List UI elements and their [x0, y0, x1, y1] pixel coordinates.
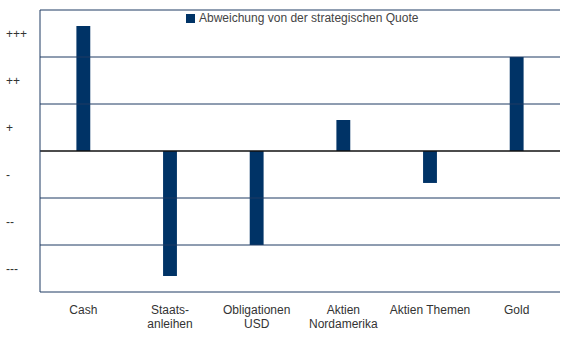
- svg-text:--: --: [8, 215, 14, 229]
- svg-text:---: ---: [8, 262, 18, 276]
- svg-text:++: ++: [8, 74, 20, 88]
- svg-text:AktienNordamerika: AktienNordamerika: [309, 303, 378, 331]
- svg-text:-: -: [8, 168, 10, 182]
- svg-text:Staats-anleihen: Staats-anleihen: [147, 303, 192, 331]
- html-text:Abweichung von der strategisch: Abweichung von der strategischen Quote: [199, 11, 419, 25]
- svg-text:ObligationenUSD: ObligationenUSD: [223, 303, 290, 331]
- svg-text:Gold: Gold: [504, 303, 529, 317]
- svg-text:+: +: [8, 121, 13, 135]
- svg-text:Cash: Cash: [69, 303, 97, 317]
- svg-text:+++: +++: [8, 27, 27, 41]
- svg-text:Aktien Themen: Aktien Themen: [390, 303, 471, 317]
